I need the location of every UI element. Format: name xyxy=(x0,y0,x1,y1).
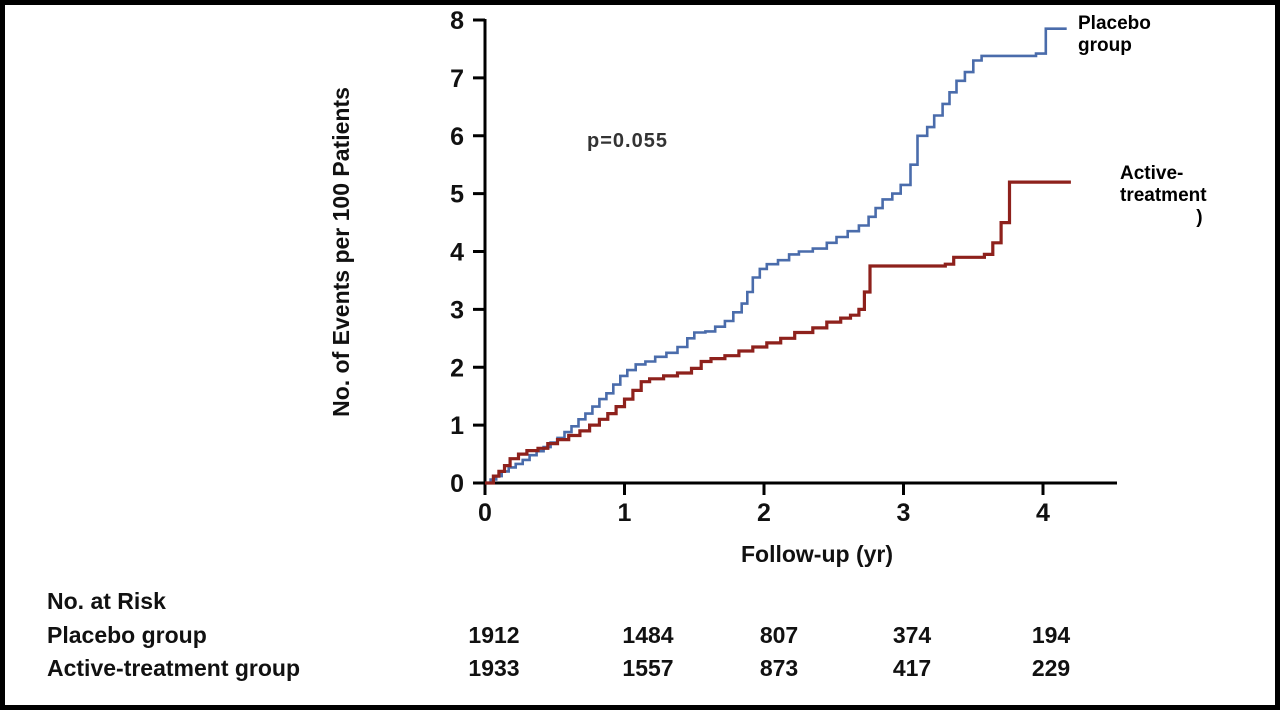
risk-value: 1912 xyxy=(468,622,520,648)
legend-active-treatment-group: Active- treatment) xyxy=(1120,163,1207,229)
y-tick-label: 5 xyxy=(450,181,464,209)
risk-value: 229 xyxy=(1031,655,1071,681)
y-tick-label: 4 xyxy=(450,239,464,267)
risk-row-active-treatment: Active-treatment group 1933 1557 873 417… xyxy=(5,655,1275,683)
legend-active-suffix: ) xyxy=(1196,207,1203,228)
y-tick-label: 3 xyxy=(450,296,464,324)
y-tick-label: 7 xyxy=(450,65,464,93)
risk-value: 194 xyxy=(1031,622,1071,648)
risk-value: 1557 xyxy=(622,655,674,681)
p-value-annotation: p=0.055 xyxy=(587,130,668,152)
risk-row-placebo: Placebo group 1912 1484 807 374 194 xyxy=(5,622,1275,650)
y-tick-label: 2 xyxy=(450,354,464,382)
legend-placebo-group: Placebo group xyxy=(1078,13,1151,56)
risk-value: 1484 xyxy=(622,622,674,648)
x-axis-title: Follow-up (yr) xyxy=(741,541,893,567)
y-axis-title: No. of Events per 100 Patients xyxy=(328,87,354,417)
risk-value: 374 xyxy=(892,622,932,648)
risk-value: 417 xyxy=(892,655,932,681)
survival-curve-chart: 0 1 2 3 4 0 1 2 3 4 5 6 7 8 p=0.055 Follow-up (yr) No. o… xyxy=(328,7,1117,567)
y-tick-label: 8 xyxy=(450,7,464,35)
y-tick-label: 1 xyxy=(450,412,464,440)
y-tick-label: 0 xyxy=(450,470,464,498)
risk-value: 873 xyxy=(759,655,799,681)
x-tick-label: 4 xyxy=(1036,499,1050,527)
x-tick-label: 3 xyxy=(897,499,911,527)
risk-row-label: Active-treatment group xyxy=(47,655,301,681)
x-tick-label: 1 xyxy=(618,499,632,527)
series-curve-active-treatment xyxy=(485,180,1071,485)
risk-value: 1933 xyxy=(468,655,520,681)
risk-table-title: No. at Risk xyxy=(47,588,166,614)
risk-value: 807 xyxy=(759,622,799,648)
y-tick-label: 6 xyxy=(450,123,464,151)
x-tick-label: 2 xyxy=(757,499,771,527)
x-tick-label: 0 xyxy=(478,499,492,527)
legend-active-label: Active- treatment xyxy=(1120,163,1207,206)
risk-row-label: Placebo group xyxy=(47,622,207,648)
